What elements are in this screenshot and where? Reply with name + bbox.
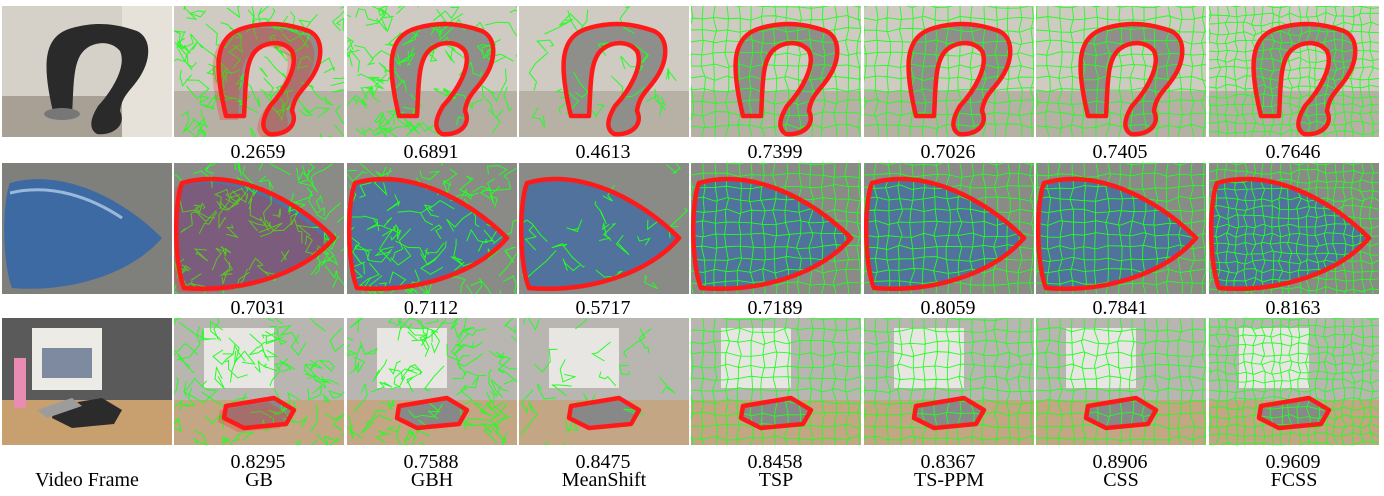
segmentation-car-scene: [519, 163, 689, 294]
panel-graphic: [864, 163, 1034, 294]
panel-graphic: [2, 163, 172, 294]
column-label: GB: [245, 469, 273, 491]
score-label: 0.6891: [403, 141, 459, 163]
panel-graphic: [174, 318, 344, 445]
column-label: TSP: [758, 469, 794, 491]
panel-graphic: [347, 6, 517, 137]
segmentation-chair-scene: [691, 6, 861, 137]
segmentation-desk-scene: [519, 318, 689, 445]
panel-graphic: [864, 6, 1034, 137]
video-frame-desk-scene: [2, 318, 172, 445]
score-label: 0.7841: [1092, 297, 1148, 319]
panel-graphic: [519, 163, 689, 294]
panel-graphic: [691, 163, 861, 294]
segmentation-car-scene: [691, 163, 861, 294]
video-frame-chair-scene: [2, 6, 172, 137]
score-label: 0.4613: [575, 141, 631, 163]
score-label: 0.7399: [747, 141, 803, 163]
segmentation-desk-scene: [174, 318, 344, 445]
panel-graphic: [691, 6, 861, 137]
column-label: Video Frame: [35, 469, 139, 491]
segmentation-desk-scene: [347, 318, 517, 445]
segmentation-car-scene: [174, 163, 344, 294]
score-label: 0.7026: [920, 141, 976, 163]
panel-graphic: [519, 6, 689, 137]
panel-graphic: [174, 163, 344, 294]
segmentation-car-scene: [1036, 163, 1206, 294]
video-frame-car-scene: [2, 163, 172, 294]
column-label: TS-PPM: [913, 469, 985, 491]
panel-graphic: [1036, 6, 1206, 137]
segmentation-desk-scene: [864, 318, 1034, 445]
segmentation-car-scene: [1209, 163, 1379, 294]
column-label: GBH: [410, 469, 454, 491]
score-label: 0.5717: [575, 297, 631, 319]
panel-graphic: [864, 318, 1034, 445]
panel-graphic: [2, 318, 172, 445]
panel-graphic: [519, 318, 689, 445]
segmentation-chair-scene: [864, 6, 1034, 137]
score-label: 0.8059: [920, 297, 976, 319]
segmentation-chair-scene: [1209, 6, 1379, 137]
panel-graphic: [1209, 318, 1379, 445]
segmentation-desk-scene: [1209, 318, 1379, 445]
score-label: 0.8906: [1092, 451, 1148, 473]
column-label: CSS: [1103, 469, 1139, 491]
score-label: 0.8295: [230, 451, 286, 473]
score-label: 0.7189: [747, 297, 803, 319]
panel-graphic: [691, 318, 861, 445]
panel-graphic: [347, 318, 517, 445]
segmentation-car-scene: [864, 163, 1034, 294]
panel-graphic: [1209, 163, 1379, 294]
score-label: 0.7031: [230, 297, 286, 319]
panel-graphic: [1209, 6, 1379, 137]
panel-graphic: [2, 6, 172, 137]
panel-graphic: [1036, 163, 1206, 294]
score-label: 0.7405: [1092, 141, 1148, 163]
score-label: 0.2659: [230, 141, 286, 163]
score-label: 0.7646: [1265, 141, 1321, 163]
segmentation-chair-scene: [347, 6, 517, 137]
panel-graphic: [347, 163, 517, 294]
segmentation-desk-scene: [691, 318, 861, 445]
segmentation-chair-scene: [519, 6, 689, 137]
score-label: 0.8475: [575, 451, 631, 473]
score-label: 0.9609: [1265, 451, 1321, 473]
score-label: 0.7588: [403, 451, 459, 473]
column-label: FCSS: [1270, 469, 1318, 491]
score-label: 0.8163: [1265, 297, 1321, 319]
score-label: 0.8367: [920, 451, 976, 473]
segmentation-car-scene: [347, 163, 517, 294]
score-label: 0.8458: [747, 451, 803, 473]
segmentation-desk-scene: [1036, 318, 1206, 445]
panel-graphic: [1036, 318, 1206, 445]
column-label: MeanShift: [561, 469, 647, 491]
segmentation-chair-scene: [1036, 6, 1206, 137]
segmentation-chair-scene: [174, 6, 344, 137]
panel-graphic: [174, 6, 344, 137]
score-label: 0.7112: [403, 297, 459, 319]
